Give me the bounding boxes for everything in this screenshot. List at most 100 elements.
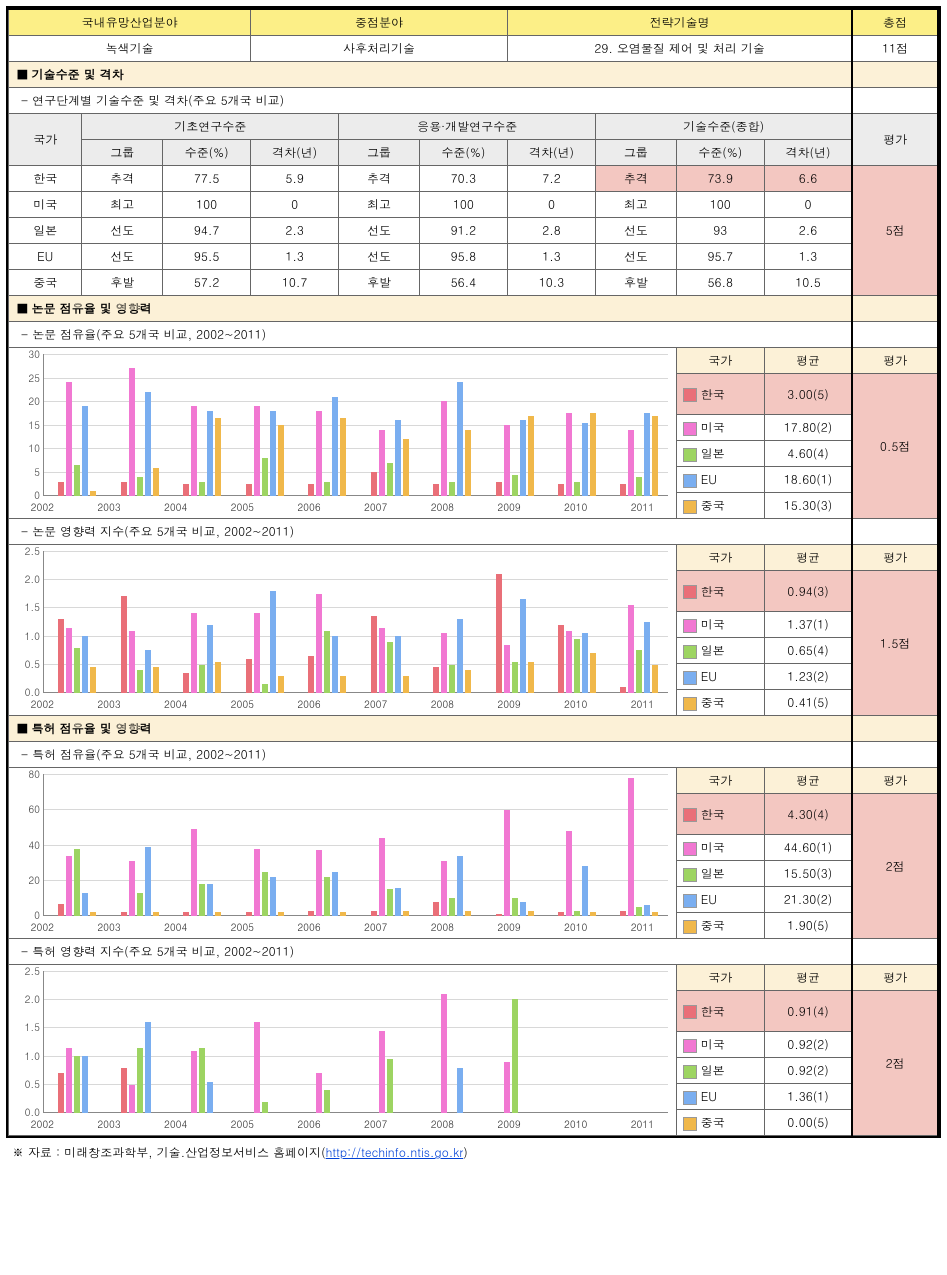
bar: [636, 907, 642, 916]
bar: [395, 420, 401, 496]
bar: [121, 596, 127, 693]
bar: [574, 482, 580, 496]
bar: [262, 684, 268, 693]
data-cell: 2.6: [764, 218, 852, 244]
legend-country: 미국: [676, 1032, 764, 1058]
y-tick: 10: [14, 441, 40, 455]
bar: [137, 670, 143, 693]
bar: [129, 631, 135, 693]
data-cell: 95.5: [163, 244, 251, 270]
data-cell: 5.9: [251, 166, 339, 192]
col-total: 기술수준(종합): [596, 114, 853, 140]
x-label: 2008: [431, 697, 454, 711]
bar: [574, 639, 580, 693]
x-label: 2010: [564, 697, 587, 711]
bar: [278, 676, 284, 693]
y-tick: 15: [14, 418, 40, 432]
bar: [387, 889, 393, 916]
bar: [403, 911, 409, 916]
bar: [441, 633, 447, 693]
legend-country: 한국: [676, 991, 764, 1032]
bar: [199, 884, 205, 916]
bar: [644, 413, 650, 496]
bar: [207, 411, 213, 496]
bar: [379, 628, 385, 693]
bar: [90, 667, 96, 693]
bar: [620, 484, 626, 496]
val-total: 11점: [852, 36, 938, 62]
val-domain: 녹색기술: [9, 36, 251, 62]
data-cell: 10.7: [251, 270, 339, 296]
bar: [215, 912, 221, 916]
bar: [582, 866, 588, 916]
legend-avg: 0.94(3): [764, 571, 852, 612]
bar-chart: 0510152025302002200320042005200620072008…: [9, 348, 676, 518]
bar: [316, 594, 322, 693]
bar: [74, 849, 80, 916]
y-tick: 0.5: [14, 657, 40, 671]
bar: [82, 893, 88, 916]
data-cell: 선도: [339, 244, 420, 270]
legend-avg: 3.00(5): [764, 374, 852, 415]
data-cell: 0: [507, 192, 595, 218]
bar: [82, 636, 88, 693]
legend-hdr-country: 국가: [676, 768, 764, 794]
subcol: 수준(%): [676, 140, 764, 166]
bar: [58, 904, 64, 916]
y-tick: 2.0: [14, 572, 40, 586]
bar: [254, 849, 260, 916]
y-tick: 30: [14, 347, 40, 361]
footnote-suffix: ): [463, 1144, 468, 1161]
x-label: 2011: [631, 920, 654, 934]
bar: [628, 430, 634, 496]
bar: [129, 861, 135, 916]
hdr-total: 총점: [852, 9, 938, 36]
bar: [121, 482, 127, 496]
bar: [246, 912, 252, 916]
y-tick: 60: [14, 802, 40, 816]
bar: [66, 856, 72, 916]
legend-country: 일본: [676, 861, 764, 887]
country-cell: 미국: [9, 192, 82, 218]
bar: [74, 648, 80, 693]
bar: [199, 482, 205, 496]
bar: [620, 911, 626, 916]
bar: [512, 898, 518, 916]
subcol: 격차(년): [251, 140, 339, 166]
bar: [58, 482, 64, 496]
bar: [457, 382, 463, 496]
bar: [129, 1085, 135, 1113]
legend-country: 미국: [676, 835, 764, 861]
bar: [66, 1048, 72, 1113]
x-label: 2007: [364, 500, 387, 514]
data-cell: 2.3: [251, 218, 339, 244]
y-tick: 0.5: [14, 1077, 40, 1091]
legend-hdr-avg: 평균: [764, 965, 852, 991]
bar: [316, 850, 322, 916]
bar: [153, 468, 159, 496]
bar: [620, 687, 626, 693]
x-label: 2007: [364, 697, 387, 711]
x-label: 2002: [31, 920, 54, 934]
subcol: 그룹: [82, 140, 163, 166]
chart-cell: 0510152025302002200320042005200620072008…: [9, 348, 677, 519]
bar: [324, 482, 330, 496]
data-cell: 추격: [339, 166, 420, 192]
bar: [504, 645, 510, 693]
footnote-link[interactable]: http://techinfo.ntis.go.kr: [326, 1144, 464, 1161]
x-label: 2011: [631, 697, 654, 711]
bar: [332, 872, 338, 916]
subcol: 수준(%): [163, 140, 251, 166]
data-cell: 추격: [596, 166, 677, 192]
x-label: 2003: [97, 920, 120, 934]
y-tick: 1.5: [14, 600, 40, 614]
footnote: ※ 자료 : 미래창조과학부, 기술.산업정보서비스 홈페이지(http://t…: [6, 1138, 941, 1163]
data-cell: 7.2: [507, 166, 595, 192]
subcol: 격차(년): [507, 140, 595, 166]
bar: [191, 613, 197, 693]
legend-hdr-avg: 평균: [764, 545, 852, 571]
bar: [270, 591, 276, 693]
data-cell: 95.8: [419, 244, 507, 270]
sec3-title: ■ 특허 점유율 및 영향력: [9, 716, 853, 742]
bar: [636, 477, 642, 496]
